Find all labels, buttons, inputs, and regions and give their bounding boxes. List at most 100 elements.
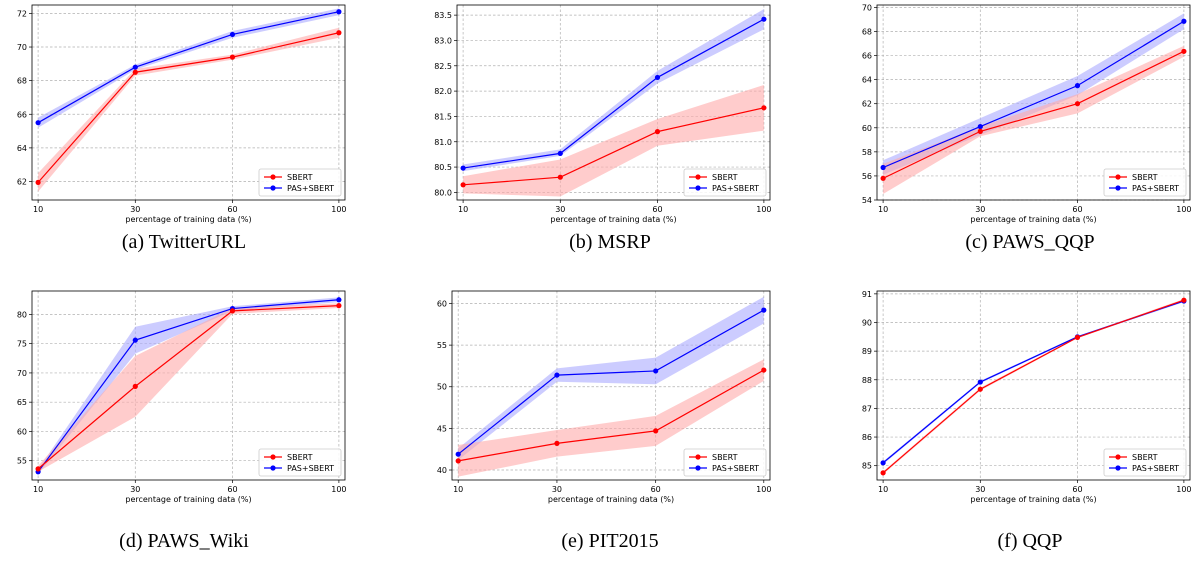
legend: SBERT PAS+SBERT [258,168,342,197]
legend-marker [270,174,276,180]
subfigure-caption: (d) PAWS_Wiki [119,530,249,552]
x-tick-label: 10 [33,485,43,494]
series-line [882,20,1185,169]
legend-marker [695,185,701,191]
subfigure-caption: (b) MSRP [569,231,651,253]
data-point [761,105,767,111]
data-point [977,386,983,392]
grid [32,291,345,480]
legend-marker [270,465,276,471]
legend: SBERT PAS+SBERT [683,448,767,477]
data-point [460,182,466,188]
x-tick-label: 60 [1072,205,1082,214]
plot-frame [451,290,771,481]
series-line [37,11,340,124]
y-tick-label: 80.0 [434,188,452,197]
subfigure-caption: (e) PIT2015 [561,530,658,552]
legend-label: PAS+SBERT [1132,184,1179,193]
confidence-band [38,303,339,472]
legend-label: PAS+SBERT [287,184,334,193]
data-point [460,165,466,171]
data-point [880,460,886,466]
data-point [229,31,236,38]
plot-frame [876,290,1191,481]
data-point [654,74,661,81]
y-tick-label: 70 [862,3,872,12]
subfigure-caption: (f) QQP [998,530,1063,552]
legend-marker [270,185,276,191]
x-tick-label: 10 [878,485,888,494]
data-point [229,54,236,60]
y-tick-label: 68 [862,27,872,36]
x-tick-label: 100 [756,205,771,214]
y-tick-label: 55 [17,457,27,466]
y-tick-label: 91 [862,290,872,299]
chart-panel: 10 30 60 100 55 60 65 70 75 80 percentage of train… [17,290,347,552]
legend-label: PAS+SBERT [1132,464,1179,473]
x-tick-label: 10 [458,205,468,214]
grid [877,291,1190,480]
plot-frame [876,4,1191,201]
data-point [653,368,659,374]
y-tick-label: 88 [862,376,872,385]
data-point [557,174,563,180]
subfigure-caption: (c) PAWS_QQP [965,231,1094,253]
series-line [37,305,339,470]
chart-panel: 10 30 60 100 54 56 58 60 62 64 66 68 70 percentage of… [862,3,1192,253]
x-axis-label: percentage of training data (%) [970,495,1096,504]
data-point [455,451,461,457]
data-point [35,120,41,126]
x-tick-label: 30 [975,485,985,494]
series-line [463,107,765,186]
confidence-band [883,299,1184,465]
legend-label: SBERT [287,453,313,462]
series-line [882,50,1185,179]
data-point [132,337,138,343]
data-point [1074,334,1081,340]
y-tick-label: 75 [17,340,27,349]
legend-box [1103,168,1187,197]
y-tick-label: 68 [17,77,27,86]
legend-box [258,168,342,197]
y-tick-label: 86 [862,433,872,442]
legend-label: PAS+SBERT [712,184,759,193]
legend-label: SBERT [1132,173,1158,182]
y-tick-label: 81.0 [434,138,452,147]
legend-label: SBERT [712,173,738,182]
x-axis-label: percentage of training data (%) [125,215,251,224]
legend-box [683,168,767,197]
data-point [557,150,563,157]
y-tick-label: 54 [862,196,872,205]
x-tick-label: 60 [227,485,237,494]
chart-panel: 10 30 60 100 62 64 66 68 70 72 percentage of train… [17,4,347,253]
y-tick-label: 60 [862,124,872,133]
y-tick-label: 65 [17,398,27,407]
data-point [977,123,983,130]
y-tick-label: 70 [17,43,27,52]
data-point [1181,48,1187,54]
series-line [882,300,1185,464]
chart-panel: 10 30 60 100 85 86 87 88 89 90 91 percentage of tra… [862,290,1192,552]
series-line [463,18,765,169]
confidence-band [463,85,764,197]
confidence-band [38,297,339,475]
data-point [880,470,886,476]
data-point [336,303,342,309]
legend-marker [695,174,701,180]
x-tick-label: 60 [652,205,662,214]
legend-marker [1115,185,1121,191]
x-axis-label: percentage of training data (%) [125,495,251,504]
y-tick-label: 90 [862,319,872,328]
y-tick-label: 45 [437,424,447,433]
series-line [882,299,1185,474]
y-tick-label: 62 [862,100,872,109]
legend-box [258,448,342,477]
confidence-band [38,8,339,128]
data-point [977,128,983,134]
legend-label: PAS+SBERT [287,464,334,473]
data-point [35,466,41,472]
x-tick-label: 100 [331,485,346,494]
data-point [1074,101,1081,107]
data-point [455,458,461,464]
